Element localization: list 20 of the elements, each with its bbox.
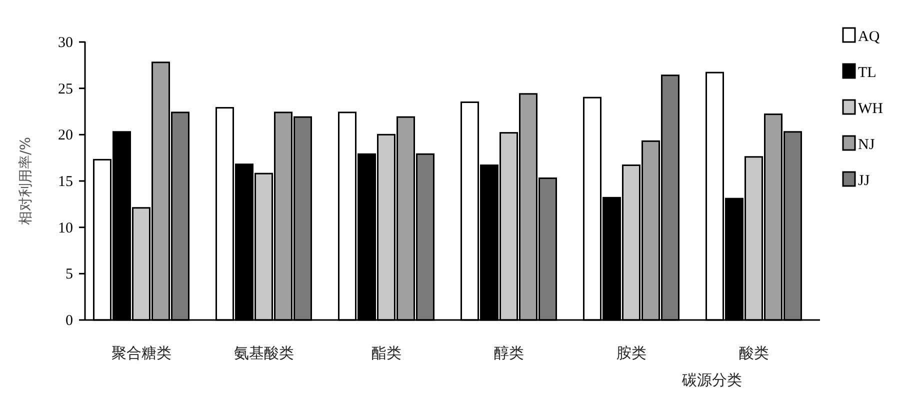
legend-label: WH: [858, 101, 884, 117]
y-tick-label: 0: [66, 313, 73, 329]
y-tick-label: 10: [58, 220, 73, 236]
x-axis-title: 碳源分类: [681, 371, 742, 389]
legend-label: AQ: [858, 29, 880, 45]
y-tick-label: 25: [58, 81, 73, 98]
y-axis-title: 相对利用率/%: [18, 136, 34, 226]
x-tick-label: 胺类: [616, 344, 646, 362]
x-tick-label: 氨基酸类: [234, 344, 294, 362]
y-tick-label: 15: [58, 174, 73, 190]
legend-label: JJ: [858, 173, 870, 189]
y-tick-label: 20: [58, 128, 73, 144]
y-tick-label: 30: [58, 35, 73, 51]
x-tick-label: 酯类: [371, 344, 402, 362]
x-tick-label: 聚合糖类: [111, 344, 172, 362]
x-tick-label: 醇类: [494, 344, 524, 362]
legend-label: TL: [858, 65, 876, 81]
y-tick-label: 5: [66, 266, 73, 283]
x-tick-label: 酸类: [738, 344, 769, 362]
legend-label: NJ: [858, 137, 875, 153]
